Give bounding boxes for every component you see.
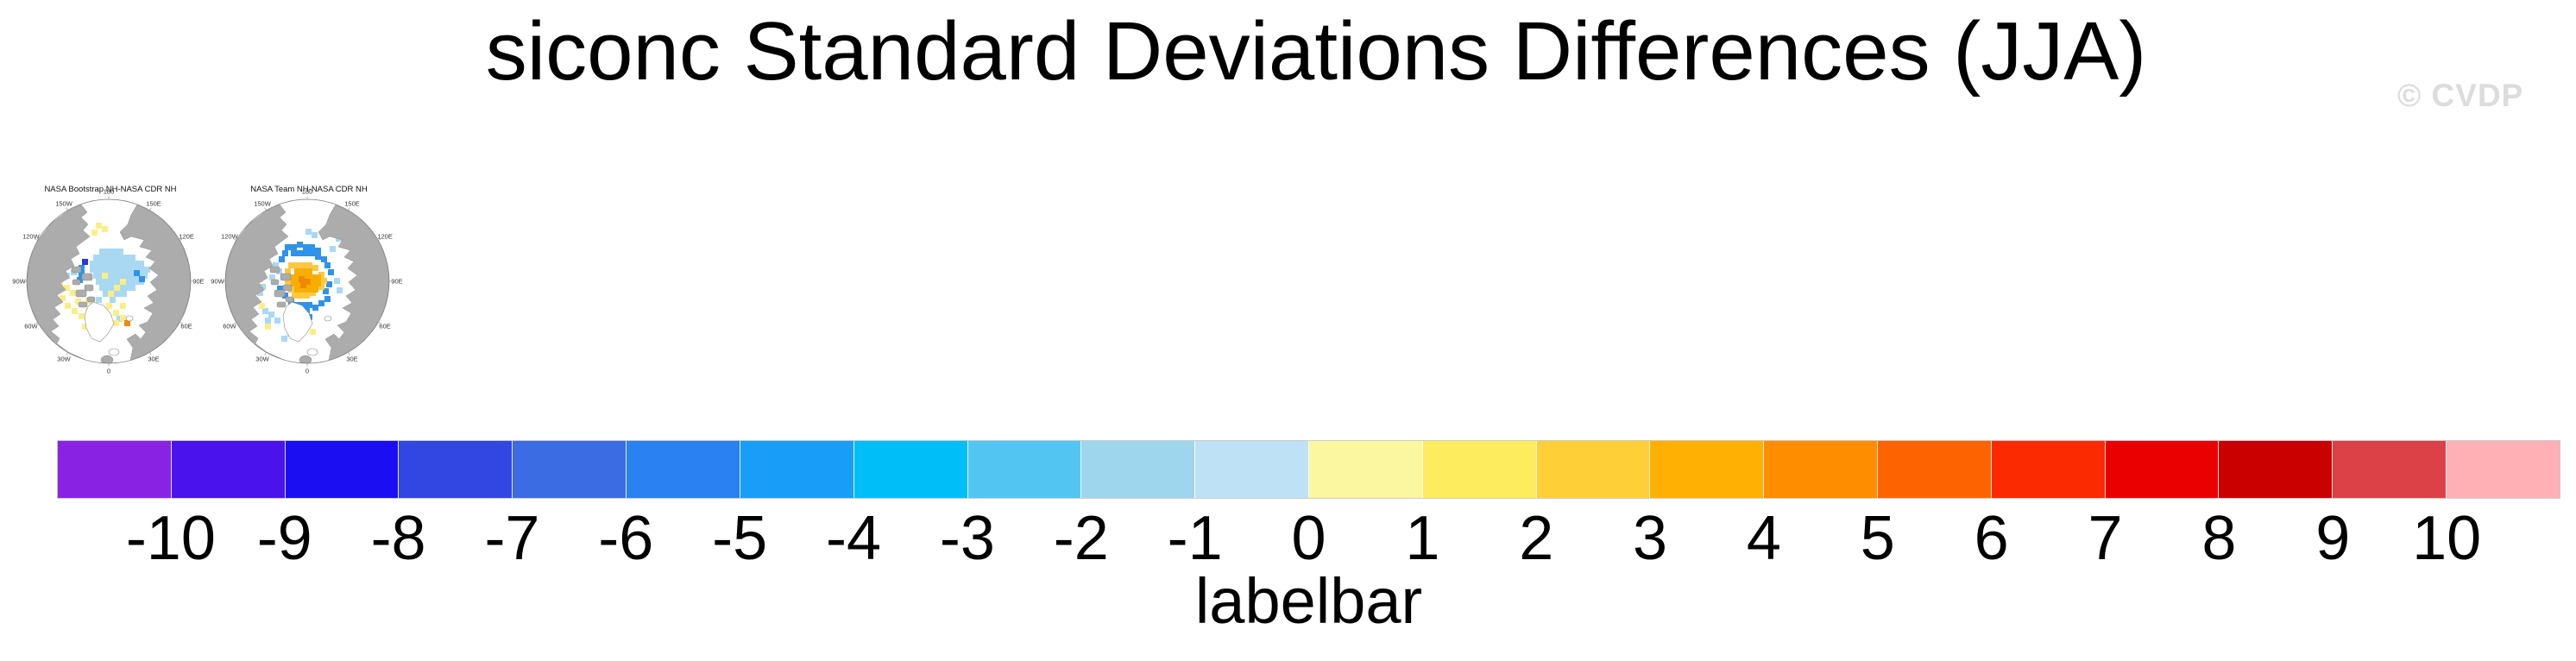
colorbar-tick: 5 — [1860, 504, 1895, 573]
colorbar-tick: 0 — [1291, 504, 1326, 573]
lon-label: 120W — [221, 233, 239, 241]
map-title: NASA Team NH-NASA CDR NH — [250, 185, 368, 194]
colorbar-tick: 3 — [1633, 504, 1668, 573]
lon-label: 90W — [12, 278, 26, 286]
colorbar-segment — [512, 441, 627, 498]
lon-label: 120E — [377, 233, 393, 241]
colorbar-segment — [2104, 441, 2219, 498]
colorbar-segment — [739, 441, 853, 498]
colorbar-tick: 9 — [2315, 504, 2351, 573]
colorbar-segment — [1990, 441, 2105, 498]
colorbar-segment — [626, 441, 740, 498]
lon-label: 30W — [57, 356, 71, 363]
colorbar-segment — [1307, 441, 1422, 498]
colorbar-tick: -9 — [256, 504, 312, 573]
colorbar-segment — [1421, 441, 1536, 498]
colorbar-tick: 10 — [2412, 504, 2482, 573]
colorbar-segment — [1535, 441, 1650, 498]
colorbar-segment — [398, 441, 513, 498]
colorbar-ticks: -10 -9 -8 -7 -6 -5 -4 -3 -2 -1 0 1 2 3 4 5 6 7 8 9 10 — [57, 507, 2560, 575]
colorbar-segment — [2446, 441, 2560, 498]
lon-label: 90W — [211, 278, 224, 286]
lon-label: 120E — [179, 233, 194, 241]
lon-label: 120W — [22, 233, 41, 241]
colorbar-tick: -1 — [1167, 504, 1223, 573]
lon-label: 90E — [391, 278, 402, 286]
colorbar-tick: -10 — [125, 504, 216, 573]
lon-label: 60E — [180, 323, 192, 330]
colorbar-segment — [853, 441, 967, 498]
lon-label: 30W — [255, 356, 269, 363]
colorbar-segment — [2218, 441, 2333, 498]
lon-label: 150W — [254, 199, 272, 207]
colorbar-tick: 2 — [1519, 504, 1554, 573]
lon-label: 60E — [379, 323, 390, 330]
colorbar-segment — [58, 441, 171, 498]
colorbar-tick: -2 — [1053, 504, 1109, 573]
lon-label: 30E — [148, 356, 159, 363]
lon-label: 0 — [107, 368, 110, 375]
lon-label: 150W — [55, 199, 73, 207]
colorbar-tick: 1 — [1405, 504, 1440, 573]
map-panel-team-minus-cdr[interactable]: NASA Team NH-NASA CDR NH 180 150E 120E 90E 6… — [208, 175, 406, 375]
colorbar-segment — [2332, 441, 2447, 498]
lon-label: 30E — [346, 356, 357, 363]
colorbar-segment — [1194, 441, 1308, 498]
cvdp-watermark: © CVDP — [2397, 78, 2524, 113]
longitude-ring-labels: 180 150E 120E 90E 60E 30E 0 30W 60W 90W 120W 150W — [12, 188, 204, 375]
colorbar-tick: -6 — [598, 504, 654, 573]
colorbar-tick: 7 — [2088, 504, 2123, 573]
colorbar-tick: -4 — [826, 504, 882, 573]
colorbar-tick: 8 — [2201, 504, 2237, 573]
longitude-ring-labels: 180 150E 120E 90E 60E 30E 0 30W 60W 90W 120W 150W — [211, 188, 402, 375]
lon-label: 60W — [223, 323, 236, 330]
colorbar-segment — [1877, 441, 1991, 498]
lon-label: 150E — [146, 199, 161, 207]
lon-label: 150E — [344, 199, 360, 207]
lon-label: 60W — [24, 323, 38, 330]
colorbar-tick: -7 — [484, 504, 540, 573]
lon-label: 90E — [192, 278, 204, 286]
colorbar-label: labelbar — [1194, 565, 1423, 637]
colorbar-tick: 4 — [1746, 504, 1781, 573]
colorbar-tick: -5 — [712, 504, 768, 573]
page-title: siconc Standard Deviations Differences (… — [485, 5, 2147, 98]
colorbar-segment — [284, 441, 399, 498]
map-panel-bootstrap-minus-cdr[interactable]: NASA Bootstrap NH-NASA CDR NH 180 150E 120… — [9, 175, 208, 375]
colorbar-tick: -3 — [939, 504, 995, 573]
colorbar-tick: 6 — [1974, 504, 2009, 573]
colorbar-segment — [1649, 441, 1764, 498]
colorbar-segment — [1763, 441, 1877, 498]
map-title: NASA Bootstrap NH-NASA CDR NH — [44, 185, 176, 194]
colorbar-segment — [170, 441, 285, 498]
colorbar — [57, 440, 2560, 499]
colorbar-segment — [1080, 441, 1195, 498]
lon-label: 180 — [104, 188, 115, 196]
colorbar-tick: -8 — [370, 504, 426, 573]
colorbar-segment — [967, 441, 1081, 498]
lon-label: 180 — [302, 188, 313, 196]
lon-label: 0 — [305, 368, 309, 375]
